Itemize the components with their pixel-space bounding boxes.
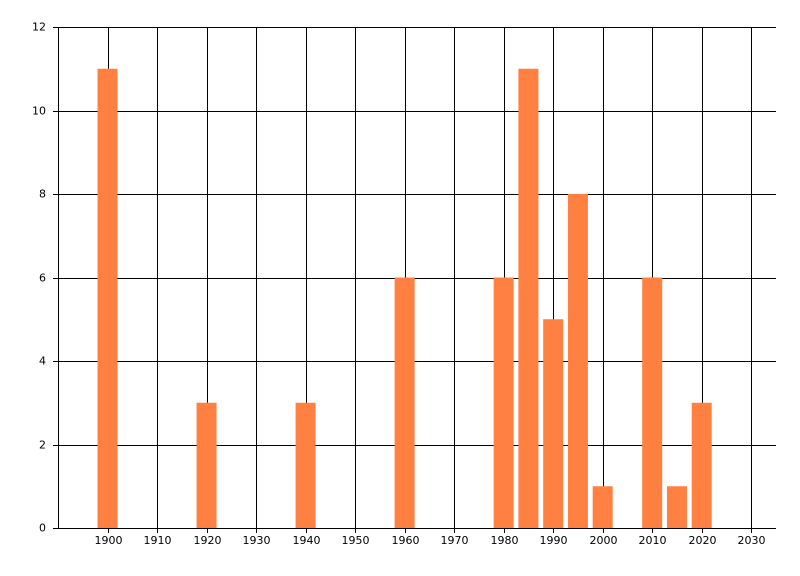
- x-tick-label: 2030: [738, 534, 766, 547]
- y-tick-label: 8: [39, 188, 46, 201]
- x-tick-label: 1920: [194, 534, 222, 547]
- x-tick-label: 1950: [342, 534, 370, 547]
- x-tick-label: 2020: [689, 534, 717, 547]
- x-tick-label: 2010: [639, 534, 667, 547]
- bar: [543, 319, 564, 528]
- y-tick-label: 6: [39, 272, 46, 285]
- y-tick-label: 0: [39, 522, 46, 535]
- bar: [394, 277, 415, 528]
- x-tick-label: 2000: [590, 534, 618, 547]
- x-tick-label: 1980: [491, 534, 519, 547]
- bar: [691, 402, 712, 528]
- y-tick-label: 12: [32, 21, 46, 34]
- x-tick-label: 1990: [540, 534, 568, 547]
- x-tick-label: 1970: [441, 534, 469, 547]
- y-tick-label: 4: [39, 355, 46, 368]
- bar: [518, 68, 539, 528]
- y-tick-label: 2: [39, 439, 46, 452]
- bar: [97, 68, 118, 528]
- bar: [666, 486, 687, 528]
- x-tick-label: 1960: [392, 534, 420, 547]
- x-tick-label: 1900: [95, 534, 123, 547]
- x-tick-label: 1930: [243, 534, 271, 547]
- bar: [196, 402, 217, 528]
- x-tick-label: 1910: [144, 534, 172, 547]
- y-tick-label: 10: [32, 105, 46, 118]
- bar: [592, 486, 613, 528]
- bar: [567, 194, 588, 528]
- bar: [295, 402, 316, 528]
- bar: [493, 277, 514, 528]
- bar: [642, 277, 663, 528]
- x-tick-label: 1940: [293, 534, 321, 547]
